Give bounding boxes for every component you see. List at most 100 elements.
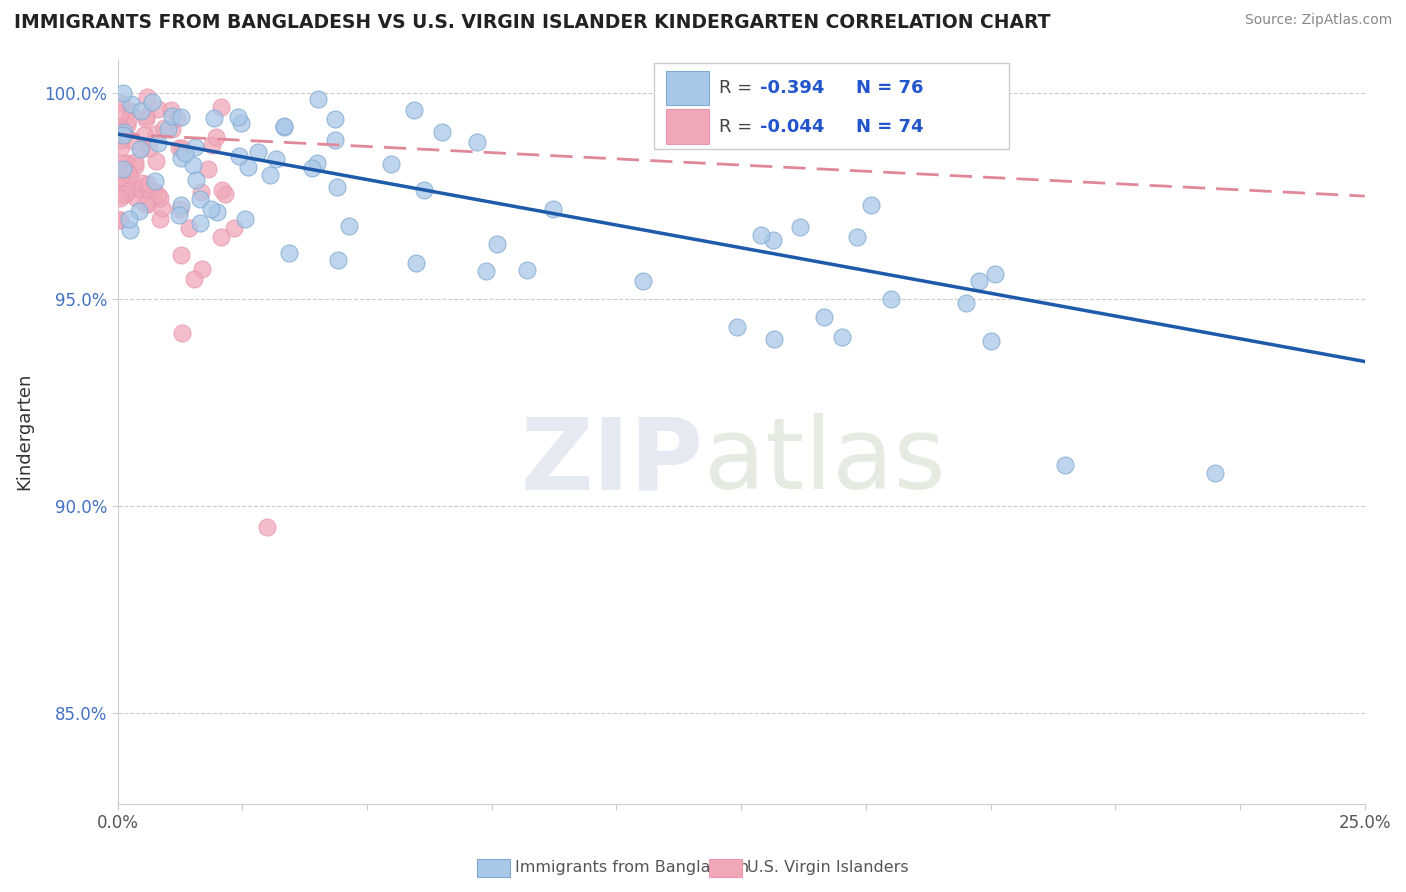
Point	[129, 104, 152, 119]
Y-axis label: Kindergarten: Kindergarten	[15, 373, 32, 491]
Point	[465, 135, 488, 149]
Point	[1054, 458, 1077, 472]
Point	[138, 141, 160, 155]
Point	[108, 170, 131, 185]
Point	[307, 92, 329, 106]
Point	[214, 186, 236, 201]
Point	[183, 271, 205, 285]
Point	[136, 197, 159, 211]
Point	[143, 174, 166, 188]
Point	[174, 145, 197, 160]
Point	[120, 169, 142, 183]
Point	[235, 212, 257, 227]
Point	[328, 252, 350, 267]
Point	[145, 127, 167, 141]
Point	[110, 106, 132, 120]
Point	[117, 167, 139, 181]
Point	[115, 155, 138, 169]
Point	[128, 203, 150, 218]
Text: -0.044: -0.044	[759, 118, 824, 136]
Point	[205, 205, 228, 219]
Point	[117, 166, 139, 180]
Point	[118, 211, 141, 226]
Point	[725, 319, 748, 334]
Text: Immigrants from Bangladesh: Immigrants from Bangladesh	[515, 861, 749, 875]
Point	[204, 130, 226, 145]
Point	[307, 156, 329, 170]
Point	[211, 183, 233, 197]
Point	[118, 104, 141, 119]
Point	[259, 169, 281, 183]
FancyBboxPatch shape	[666, 70, 709, 105]
Point	[135, 109, 157, 123]
Point	[170, 198, 193, 212]
Point	[301, 161, 323, 175]
Text: Source: ZipAtlas.com: Source: ZipAtlas.com	[1244, 13, 1392, 28]
Point	[789, 219, 811, 234]
Point	[134, 196, 156, 211]
Point	[188, 192, 211, 206]
Point	[955, 295, 977, 310]
Point	[129, 142, 152, 156]
Point	[128, 181, 150, 195]
Point	[984, 267, 1007, 281]
Text: atlas: atlas	[704, 413, 945, 510]
Point	[111, 162, 134, 177]
Point	[125, 191, 148, 205]
Point	[181, 157, 204, 171]
Point	[136, 90, 159, 104]
Point	[631, 274, 654, 288]
Point	[170, 140, 193, 154]
Text: IMMIGRANTS FROM BANGLADESH VS U.S. VIRGIN ISLANDER KINDERGARTEN CORRELATION CHAR: IMMIGRANTS FROM BANGLADESH VS U.S. VIRGI…	[14, 13, 1050, 32]
Point	[169, 202, 191, 216]
Point	[150, 201, 173, 215]
Point	[153, 121, 176, 136]
Point	[967, 274, 990, 288]
Point	[516, 263, 538, 277]
Point	[170, 248, 193, 262]
Point	[115, 118, 138, 132]
Point	[146, 187, 169, 202]
Point	[108, 213, 131, 227]
Text: ZIP: ZIP	[520, 413, 704, 510]
Text: U.S. Virgin Islanders: U.S. Virgin Islanders	[747, 861, 908, 875]
Point	[129, 142, 152, 156]
Point	[1204, 466, 1226, 480]
Point	[110, 133, 132, 147]
Point	[118, 222, 141, 236]
Point	[337, 219, 360, 234]
Point	[228, 110, 250, 124]
Point	[111, 128, 134, 142]
Point	[209, 100, 232, 114]
Point	[246, 145, 269, 159]
Point	[179, 221, 201, 235]
Point	[236, 161, 259, 175]
Point	[485, 237, 508, 252]
FancyBboxPatch shape	[666, 110, 709, 144]
Point	[112, 125, 135, 139]
Point	[138, 183, 160, 197]
Point	[131, 176, 153, 190]
Point	[266, 152, 288, 166]
Point	[170, 151, 193, 165]
Point	[169, 141, 191, 155]
Point	[114, 186, 136, 201]
Point	[228, 149, 250, 163]
Point	[160, 109, 183, 123]
Point	[166, 111, 188, 125]
Text: R =: R =	[718, 78, 758, 97]
Point	[432, 125, 454, 139]
Point	[762, 233, 785, 247]
Point	[325, 180, 347, 194]
Point	[108, 120, 131, 134]
Point	[763, 332, 786, 346]
Point	[160, 103, 183, 118]
Point	[402, 103, 425, 117]
Point	[117, 112, 139, 127]
Point	[145, 153, 167, 168]
Point	[114, 187, 136, 202]
Point	[831, 329, 853, 343]
Point	[110, 96, 132, 111]
Point	[110, 184, 132, 198]
Point	[142, 184, 165, 198]
